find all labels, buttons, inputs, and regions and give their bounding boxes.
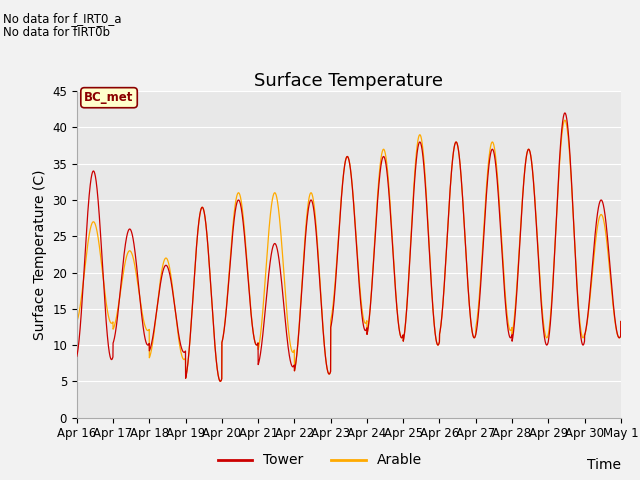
Text: BC_met: BC_met xyxy=(84,91,134,104)
Title: Surface Temperature: Surface Temperature xyxy=(254,72,444,90)
Y-axis label: Surface Temperature (C): Surface Temperature (C) xyxy=(33,169,47,340)
Text: No data for f_IRT0_a: No data for f_IRT0_a xyxy=(3,12,122,25)
Text: Time: Time xyxy=(587,458,621,472)
Text: No data for f̅IRT0̅b: No data for f̅IRT0̅b xyxy=(3,26,110,39)
Legend: Tower, Arable: Tower, Arable xyxy=(212,448,428,473)
